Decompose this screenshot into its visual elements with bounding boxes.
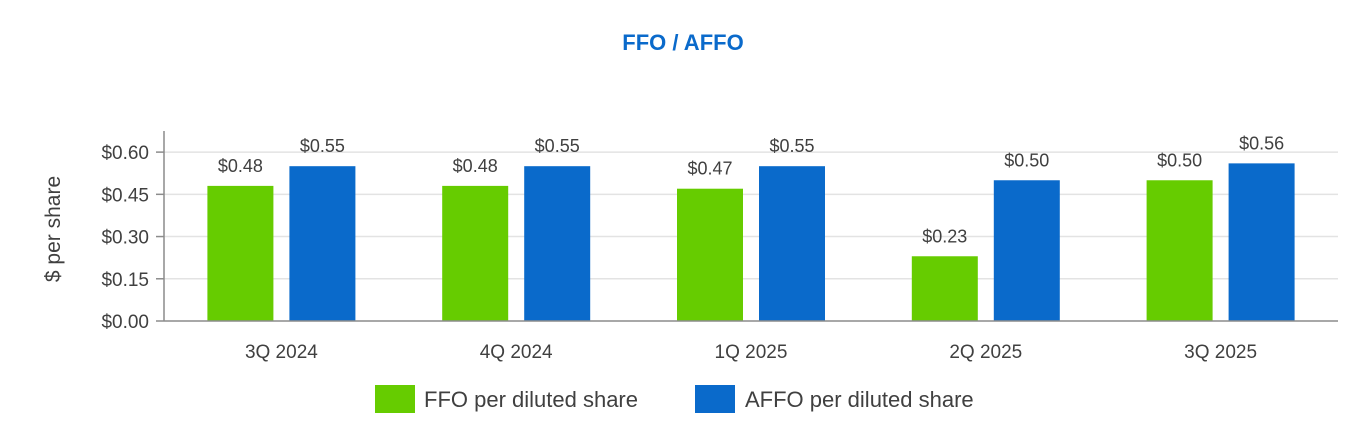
- data-label: $0.50: [1157, 150, 1202, 170]
- data-label: $0.55: [769, 136, 814, 156]
- x-tick-label: 2Q 2025: [949, 342, 1022, 363]
- data-label: $0.50: [1004, 150, 1049, 170]
- bar-ffo: [442, 185, 509, 321]
- x-axis-ticks: 3Q 2024 4Q 2024 1Q 2025 2Q 2025 3Q 2025: [245, 342, 1257, 363]
- bar-affo: [1228, 163, 1295, 321]
- data-label: $0.55: [535, 136, 580, 156]
- legend: FFO per diluted share AFFO per diluted sh…: [375, 385, 974, 413]
- y-tick-label: $0.15: [101, 270, 149, 291]
- x-tick-label: 3Q 2024: [245, 342, 318, 363]
- legend-swatch: [695, 385, 735, 413]
- bar-ffo: [677, 188, 743, 321]
- axes: [163, 131, 1338, 322]
- bar-affo: [993, 180, 1060, 321]
- data-labels: $0.48 $0.55 $0.48 $0.55 $0.47 $0.55 $0.23 $0.50…: [218, 133, 1284, 246]
- legend-label: AFFO per diluted share: [745, 387, 974, 412]
- x-tick-label: 1Q 2025: [715, 342, 788, 363]
- x-tick-label: 3Q 2025: [1184, 342, 1257, 363]
- gridlines: [164, 151, 1338, 280]
- data-label: $0.47: [687, 159, 732, 179]
- y-axis-ticks: $0.00 $0.15 $0.30 $0.45 $0.60: [101, 143, 164, 333]
- data-label: $0.56: [1239, 133, 1284, 153]
- bar-ffo: [207, 185, 274, 321]
- chart-title: FFO / AFFO: [622, 30, 743, 55]
- legend-label: FFO per diluted share: [424, 387, 638, 412]
- y-tick-label: $0.45: [101, 185, 149, 206]
- bar-affo: [759, 166, 825, 321]
- y-tick-label: $0.30: [101, 228, 149, 249]
- data-label: $0.48: [218, 156, 263, 176]
- x-tick-label: 4Q 2024: [480, 342, 553, 363]
- bar-ffo: [911, 256, 978, 321]
- bar-affo: [524, 166, 591, 321]
- bar-affo: [289, 166, 356, 321]
- data-label: $0.23: [922, 226, 967, 246]
- legend-swatch: [375, 385, 415, 413]
- bar-ffo: [1146, 180, 1213, 321]
- data-label: $0.48: [453, 156, 498, 176]
- data-label: $0.55: [300, 136, 345, 156]
- y-axis-title: $ per share: [42, 176, 65, 282]
- bar-series: [207, 163, 1295, 321]
- y-tick-label: $0.00: [101, 312, 149, 333]
- y-tick-label: $0.60: [101, 143, 149, 164]
